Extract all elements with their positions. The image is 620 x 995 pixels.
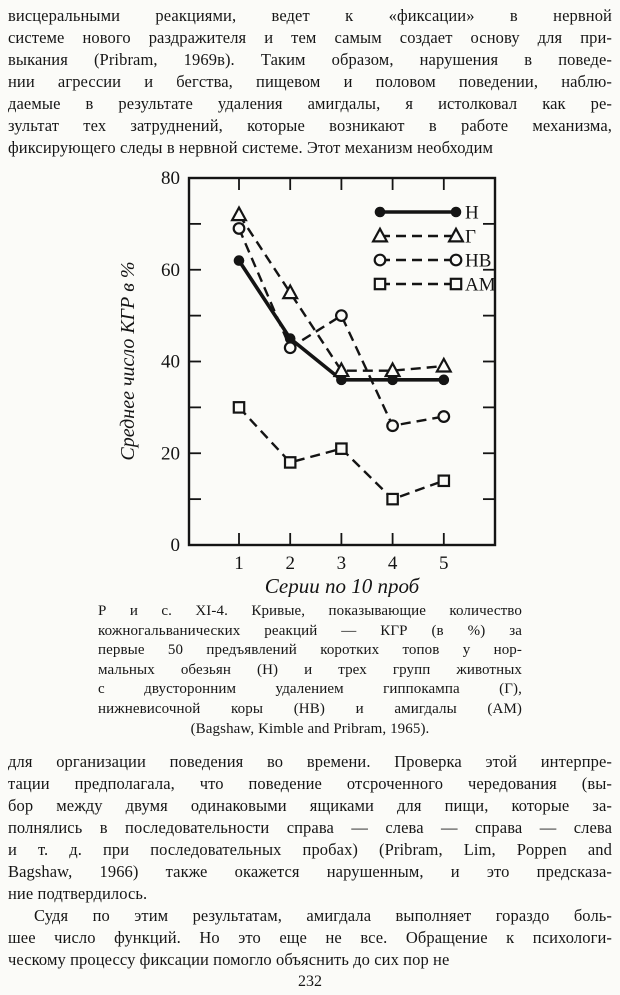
svg-text:2: 2 xyxy=(285,553,295,574)
svg-text:НВ: НВ xyxy=(465,251,491,272)
gsr-line-chart: 0 20 40 60 80 1 2 3 4 5 Среднее число КГР в % Серии… xyxy=(117,168,497,597)
text-line: тации предполагала, что поведение отсроч… xyxy=(8,774,612,794)
svg-text:Серии по 10 проб: Серии по 10 проб xyxy=(265,574,421,597)
svg-text:Н: Н xyxy=(465,203,479,224)
svg-text:60: 60 xyxy=(161,260,180,281)
text-line: выкания (Pribram, 1969в). Таким образом,… xyxy=(8,50,612,69)
text-line: зультат тех затруднений, которые возника… xyxy=(8,116,612,135)
text-line: для организации поведения во времени. Пр… xyxy=(8,752,612,772)
caption-line: кожногальванических реакций — КГР (в %) … xyxy=(98,622,522,639)
bottom-paragraph-1: для организации поведения во времени. Пр… xyxy=(8,751,612,905)
text-line: бор между двумя одинаковыми ящиками для … xyxy=(8,796,612,816)
caption-line: нижневисочной коры (НВ) и амигдалы (АМ) xyxy=(98,700,522,717)
text-line: висцеральными реакциями, ведет к «фиксац… xyxy=(8,6,612,25)
svg-text:Г: Г xyxy=(465,227,476,248)
text-line: ние подтвердилось. xyxy=(8,884,148,904)
caption-line: Р и с. XI-4. Кривые, показывающие количе… xyxy=(98,603,522,619)
bottom-paragraph-2: Судя по этим результатам, амигдала выпол… xyxy=(8,905,612,971)
svg-text:1: 1 xyxy=(234,553,244,574)
svg-text:40: 40 xyxy=(161,352,180,373)
figure-xi-4: 0 20 40 60 80 1 2 3 4 5 Среднее число КГР в % Серии… xyxy=(8,167,612,739)
text-line: ческому процессу фиксации помогло объясн… xyxy=(8,950,450,970)
svg-text:АМ: АМ xyxy=(465,275,496,296)
page-number: 232 xyxy=(298,973,322,991)
text-line: полнялись в последовательности справа — … xyxy=(8,818,612,838)
text-line: Bagshaw, 1966) также окажется нарушенным… xyxy=(8,862,612,882)
svg-text:4: 4 xyxy=(388,553,398,574)
svg-text:0: 0 xyxy=(171,535,181,556)
caption-line: с двусторонним удалением гиппокампа (Г), xyxy=(98,681,522,698)
text-line: Судя по этим результатам, амигдала выпол… xyxy=(34,906,612,926)
text-line: и т. д. при последовательных пробах) (Pr… xyxy=(8,840,612,860)
caption-line: мальных обезьян (Н) и трех групп животны… xyxy=(98,661,522,678)
svg-text:3: 3 xyxy=(337,553,347,574)
caption-line: (Bagshaw, Kimble and Pribram, 1965). xyxy=(190,720,430,737)
top-paragraph: висцеральными реакциями, ведет к «фиксац… xyxy=(8,5,612,159)
svg-text:Среднее число КГР в %: Среднее число КГР в % xyxy=(117,261,139,460)
caption-line: первые 50 предъявлений коротких топов у … xyxy=(98,642,522,659)
svg-text:5: 5 xyxy=(439,553,449,574)
svg-text:20: 20 xyxy=(161,443,180,464)
text-line: даемые в результате удаления амигдалы, я… xyxy=(8,94,612,113)
figure-caption: Р и с. XI-4. Кривые, показывающие количе… xyxy=(98,602,522,739)
svg-text:80: 80 xyxy=(161,168,180,189)
text-line: фиксирующего следы в нервной системе. Эт… xyxy=(8,138,494,157)
text-line: шее число функций. Но это еще не все. Об… xyxy=(8,928,612,948)
text-line: системе нового раздражителя и тем самым … xyxy=(8,28,612,47)
text-line: нии агрессии и бегства, пищевом и полово… xyxy=(8,72,612,91)
